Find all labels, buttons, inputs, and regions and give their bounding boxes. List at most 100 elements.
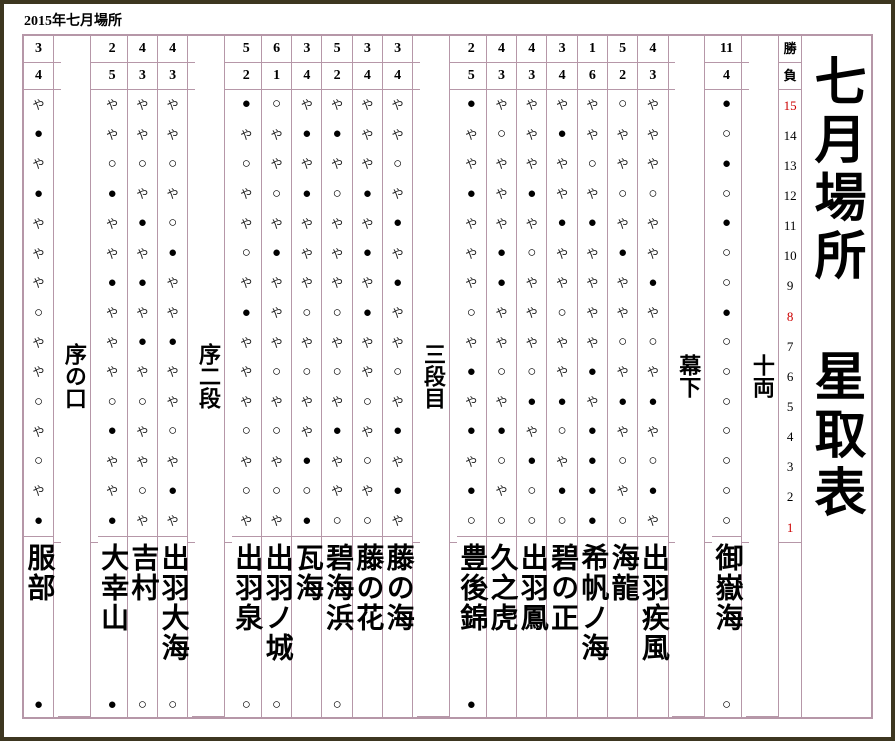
day-number-column: 勝負151413121110987654321 bbox=[779, 36, 803, 717]
result-cell: や bbox=[232, 328, 261, 358]
result-cell: ● bbox=[383, 268, 412, 298]
result-cell: や bbox=[487, 477, 516, 507]
result-cell: や bbox=[517, 268, 546, 298]
losses-cell: 6 bbox=[578, 63, 607, 90]
result-cell: ○ bbox=[457, 506, 486, 536]
result-cell: や bbox=[353, 209, 382, 239]
result-cell: や bbox=[517, 149, 546, 179]
result-cell: や bbox=[608, 417, 637, 447]
result-cell: ○ bbox=[322, 506, 351, 536]
result-cell: や bbox=[547, 328, 576, 358]
result-cell: ● bbox=[578, 447, 607, 477]
result-cell: や bbox=[487, 298, 516, 328]
result-cell: ○ bbox=[262, 477, 291, 507]
result-cell: や bbox=[24, 477, 53, 507]
wrestler-column: 25やや○●やや●ややや○●やや●大幸山● bbox=[98, 36, 128, 717]
result-cell: や bbox=[24, 358, 53, 388]
foot-cell: ○ bbox=[322, 693, 351, 717]
result-cell: や bbox=[638, 417, 667, 447]
result-cell: や bbox=[262, 149, 291, 179]
wrestler-column: 34や●や●ややや○やや○や○や●服部● bbox=[24, 36, 54, 717]
result-cell: ○ bbox=[353, 387, 382, 417]
foot-cell: ● bbox=[457, 693, 486, 717]
result-cell: や bbox=[457, 387, 486, 417]
result-cell: ○ bbox=[262, 358, 291, 388]
result-cell: ○ bbox=[517, 477, 546, 507]
result-cell: ● bbox=[292, 447, 321, 477]
wins-cell: 11 bbox=[712, 36, 741, 63]
result-cell: ● bbox=[712, 149, 741, 179]
result-cell: ● bbox=[712, 298, 741, 328]
header-loss: 負 bbox=[779, 63, 802, 90]
result-cell: ● bbox=[292, 179, 321, 209]
result-cell: ● bbox=[98, 506, 127, 536]
result-cell: や bbox=[457, 447, 486, 477]
wins-cell: 3 bbox=[547, 36, 576, 63]
result-cell: ● bbox=[383, 417, 412, 447]
result-cell: や bbox=[487, 149, 516, 179]
wins-cell: 5 bbox=[232, 36, 261, 63]
result-cell: や bbox=[98, 90, 127, 120]
result-cell: や bbox=[383, 120, 412, 150]
wrestler-name: 御嶽海 bbox=[713, 537, 741, 693]
result-cell: や bbox=[383, 387, 412, 417]
result-cell: や bbox=[128, 179, 157, 209]
result-cell: ○ bbox=[608, 328, 637, 358]
result-cell: ○ bbox=[128, 477, 157, 507]
result-cell: や bbox=[322, 387, 351, 417]
result-cell: や bbox=[24, 209, 53, 239]
result-cell: や bbox=[292, 328, 321, 358]
result-cell: ● bbox=[98, 268, 127, 298]
result-cell: ● bbox=[608, 387, 637, 417]
result-cell: や bbox=[353, 120, 382, 150]
result-cell: や bbox=[517, 417, 546, 447]
result-cell: や bbox=[322, 328, 351, 358]
day-number: 14 bbox=[779, 120, 802, 150]
result-cell: ○ bbox=[232, 149, 261, 179]
result-cell: ● bbox=[457, 477, 486, 507]
result-cell: や bbox=[232, 506, 261, 536]
division-label: 幕下 bbox=[672, 36, 704, 717]
foot-cell: ● bbox=[24, 693, 53, 717]
wrestler-column: 52や●や○ややや○や○や●やや○碧海浜○ bbox=[322, 36, 352, 717]
result-cell: や bbox=[457, 149, 486, 179]
result-cell: ○ bbox=[24, 298, 53, 328]
result-cell: ○ bbox=[128, 149, 157, 179]
result-cell: ● bbox=[487, 268, 516, 298]
result-cell: ● bbox=[98, 417, 127, 447]
result-cell: ● bbox=[638, 477, 667, 507]
day-number: 6 bbox=[779, 361, 802, 391]
wins-cell: 4 bbox=[517, 36, 546, 63]
result-cell: ● bbox=[353, 298, 382, 328]
result-cell: や bbox=[547, 447, 576, 477]
result-cell: や bbox=[158, 447, 187, 477]
result-cell: や bbox=[158, 120, 187, 150]
result-cell: や bbox=[292, 90, 321, 120]
day-number: 10 bbox=[779, 241, 802, 271]
result-cell: や bbox=[128, 90, 157, 120]
result-cell: や bbox=[608, 298, 637, 328]
result-cell: ● bbox=[517, 447, 546, 477]
result-cell: や bbox=[322, 477, 351, 507]
result-cell: ○ bbox=[292, 477, 321, 507]
foot-cell bbox=[638, 693, 667, 717]
result-cell: や bbox=[292, 209, 321, 239]
header-win: 勝 bbox=[779, 36, 802, 63]
losses-cell: 3 bbox=[128, 63, 157, 90]
day-number: 15 bbox=[779, 90, 802, 120]
result-cell: ○ bbox=[712, 179, 741, 209]
result-cell: ● bbox=[128, 268, 157, 298]
hoshitori-table: 七月場所 星取表勝負151413121110987654321十両114●○●○… bbox=[22, 34, 873, 719]
result-cell: や bbox=[262, 268, 291, 298]
result-cell: ● bbox=[128, 328, 157, 358]
result-cell: ○ bbox=[457, 298, 486, 328]
result-cell: ● bbox=[547, 209, 576, 239]
wins-cell: 4 bbox=[128, 36, 157, 63]
result-cell: や bbox=[128, 506, 157, 536]
foot-cell bbox=[383, 693, 412, 717]
result-cell: ○ bbox=[322, 358, 351, 388]
wrestler-name: 出羽泉 bbox=[232, 537, 260, 693]
result-cell: ○ bbox=[578, 149, 607, 179]
wins-cell: 3 bbox=[292, 36, 321, 63]
result-cell: ○ bbox=[517, 506, 546, 536]
